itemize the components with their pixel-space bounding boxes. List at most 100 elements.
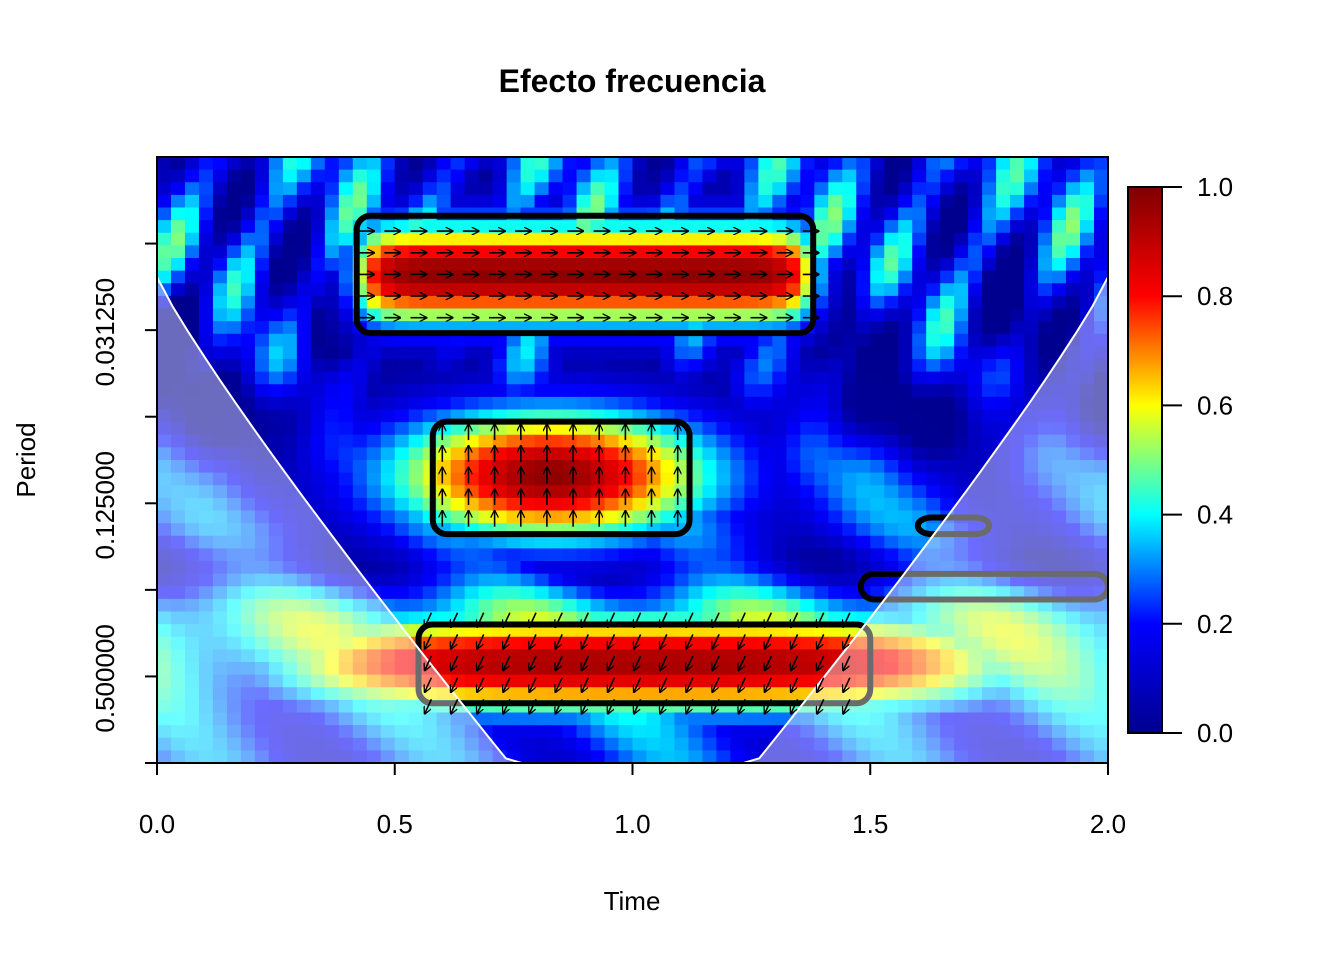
heatmap-cell (212, 699, 228, 714)
heatmap-cell (744, 485, 759, 499)
heatmap-cell (996, 750, 1011, 763)
heatmap-cell (380, 396, 396, 411)
heatmap-cell (226, 409, 242, 423)
heatmap-cell (282, 725, 298, 739)
heatmap-cell (898, 321, 913, 335)
heatmap-cell (618, 750, 634, 763)
heatmap-cell (674, 258, 690, 272)
heatmap-cell (898, 308, 913, 322)
heatmap-cell (1010, 359, 1025, 373)
heatmap-cell (226, 422, 242, 436)
heatmap-cell (954, 346, 969, 360)
heatmap-cell (506, 586, 522, 600)
heatmap-cell (478, 561, 494, 575)
heatmap-cell (212, 712, 228, 726)
heatmap-cell (870, 687, 885, 701)
heatmap-cell (884, 295, 899, 310)
heatmap-cell (380, 573, 396, 587)
heatmap-cell (520, 283, 536, 297)
heatmap-cell (534, 561, 550, 575)
phase-arrow (712, 634, 720, 649)
heatmap-cell (1066, 207, 1081, 221)
heatmap-cell (464, 561, 480, 575)
heatmap-cell (1024, 409, 1039, 423)
heatmap-cell (968, 207, 983, 221)
heatmap-cell (828, 485, 843, 499)
heatmap-cell (618, 232, 634, 246)
heatmap-cell (296, 422, 312, 436)
heatmap-cell (688, 169, 704, 183)
heatmap-cell (828, 750, 843, 763)
heatmap-cell (226, 510, 242, 524)
heatmap-cell (688, 573, 704, 587)
heatmap-cell (282, 169, 298, 183)
heatmap-cell (170, 497, 186, 512)
heatmap-cell (954, 258, 969, 272)
heatmap-cell (884, 346, 899, 360)
heatmap-cell (198, 157, 214, 171)
heatmap-cell (814, 561, 829, 575)
heatmap-cell (562, 586, 578, 600)
heatmap-cell (254, 384, 270, 398)
heatmap-cell (660, 434, 676, 448)
heatmap-cell (296, 295, 312, 310)
heatmap-cell (898, 510, 913, 524)
heatmap-cell (912, 611, 927, 625)
heatmap-cell (198, 699, 214, 714)
heatmap-cell (212, 485, 228, 499)
heatmap-cell (912, 649, 927, 663)
phase-arrow (608, 612, 616, 628)
heatmap-cell (926, 611, 941, 625)
heatmap-cell (534, 283, 550, 297)
heatmap-cell (982, 662, 997, 676)
heatmap-cell (492, 333, 508, 347)
heatmap-cell (338, 258, 354, 272)
heatmap-cell (1080, 535, 1095, 549)
heatmap-cell (170, 523, 186, 537)
heatmap-cell (380, 485, 396, 499)
heatmap-cell (800, 548, 815, 562)
heatmap-cell (884, 359, 899, 373)
heatmap-cell (646, 548, 662, 562)
heatmap-cell (366, 523, 382, 537)
phase-arrow (503, 698, 511, 714)
heatmap-cell (660, 258, 676, 272)
heatmap-cell (996, 371, 1011, 385)
heatmap-cell (240, 510, 256, 524)
heatmap-cell (940, 270, 955, 284)
heatmap-cell (968, 245, 983, 259)
heatmap-cell (772, 396, 787, 411)
heatmap-cell (226, 674, 242, 688)
heatmap-cell (394, 712, 410, 726)
heatmap-cell (576, 485, 592, 499)
heatmap-cell (1038, 182, 1053, 196)
heatmap-cell (506, 308, 522, 322)
heatmap-cell (772, 737, 787, 751)
heatmap-cell (618, 308, 634, 322)
heatmap-cell (940, 725, 955, 739)
heatmap-cell (926, 333, 941, 347)
colorbar-tick-label: 0.0 (1197, 718, 1233, 748)
heatmap-cell (506, 157, 522, 171)
heatmap-cell (240, 232, 256, 246)
heatmap-cell (884, 220, 899, 234)
heatmap-cell (758, 674, 773, 688)
heatmap-cell (534, 649, 550, 663)
heatmap-cell (198, 333, 214, 347)
heatmap-cell (604, 510, 620, 524)
heatmap-cell (968, 182, 983, 196)
heatmap-cell (282, 270, 298, 284)
heatmap-cell (198, 561, 214, 575)
heatmap-cell (786, 258, 801, 272)
heatmap-cell (912, 460, 927, 474)
heatmap-cell (926, 270, 941, 284)
heatmap-cell (968, 573, 983, 587)
heatmap-cell (716, 220, 731, 234)
heatmap-cell (170, 737, 186, 751)
heatmap-cell (884, 434, 899, 448)
heatmap-cell (702, 460, 718, 474)
heatmap-cell (870, 220, 885, 234)
heatmap-cell (674, 169, 690, 183)
heatmap-cell (842, 535, 857, 549)
heatmap-cell (1038, 333, 1053, 347)
